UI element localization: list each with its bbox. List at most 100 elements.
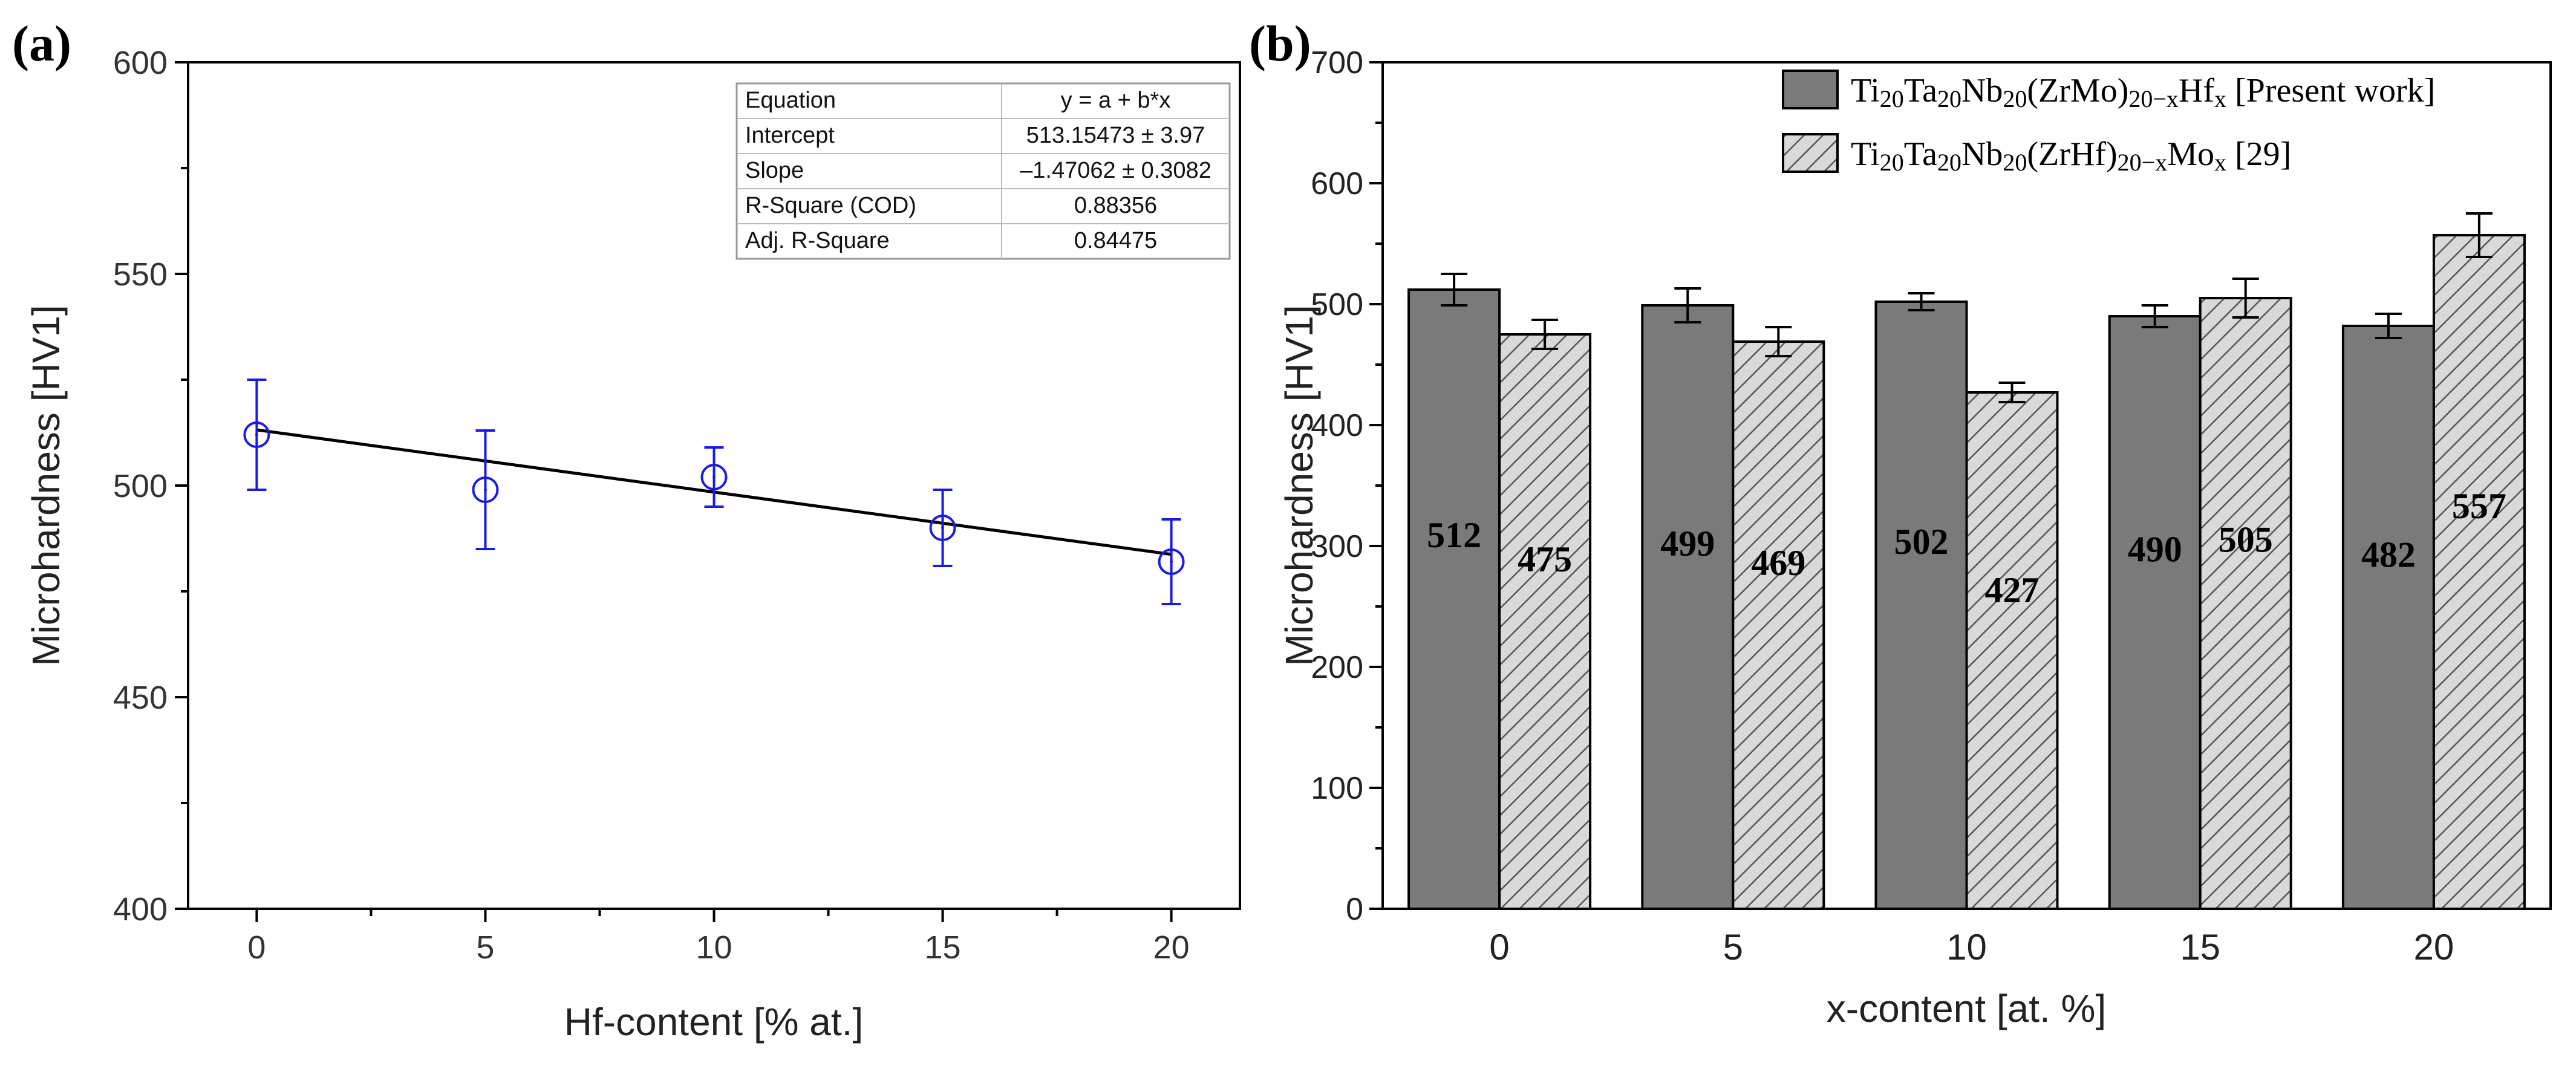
y-tick-label: 100 [1311, 771, 1363, 806]
bar-series-2 [2432, 234, 2526, 910]
bar-value-label: 502 [1894, 522, 1949, 562]
bar-value-label: 490 [2128, 530, 2182, 570]
x-tick-label: 5 [1723, 927, 1743, 967]
panel-a-points [243, 379, 1185, 605]
fit-table-key: R-Square (COD) [745, 193, 916, 218]
fit-table-key: Slope [745, 158, 804, 183]
bar-series-2 [1498, 333, 1592, 910]
data-point-center [941, 526, 945, 530]
fit-table-key: Intercept [745, 123, 835, 148]
panel-a-x-axis: 0 5 10 15 20 [247, 909, 1190, 966]
legend-subscript: x [2214, 149, 2226, 176]
x-tick-label: 20 [1153, 929, 1190, 966]
legend-text: (ZrMo) [2027, 72, 2128, 109]
bar-series-2 [2199, 297, 2292, 910]
data-point [472, 476, 499, 503]
fit-table-value: 0.84475 [1074, 228, 1157, 253]
legend-text: Mo [2167, 135, 2214, 173]
legend-subscript: x [2214, 85, 2226, 112]
bar-value-label: 475 [1518, 539, 1572, 579]
x-tick-label: 0 [1489, 927, 1509, 967]
bar-value-label: 469 [1751, 543, 1805, 583]
y-tick-label: 400 [113, 891, 168, 928]
x-tick-label: 15 [2180, 927, 2220, 967]
panel-b-legend: Ti20Ta20Nb20(ZrMo)20−xHfx [Present work]… [1782, 70, 2435, 176]
bar-series-1 [1874, 301, 1968, 910]
legend-subscript: 20 [1880, 85, 1904, 112]
legend-text: [29] [2226, 135, 2291, 173]
fit-table-value: 513.15473 ± 3.97 [1026, 123, 1205, 148]
data-point [700, 464, 728, 490]
legend-label-1: Ti20Ta20Nb20(ZrMo)20−xHfx [Present work] [1851, 72, 2435, 112]
bar-series-1 [1641, 304, 1735, 910]
bar-series-1 [1407, 288, 1501, 910]
fit-table-value: –1.47062 ± 0.3082 [1020, 158, 1211, 183]
x-tick-label: 20 [2414, 927, 2454, 967]
bar-value-label: 482 [2361, 535, 2416, 574]
fit-table-frame [735, 82, 1231, 260]
bar-series-2 [1965, 391, 2059, 910]
data-point-center [712, 475, 716, 479]
y-tick-label: 600 [113, 45, 168, 81]
y-tick-label: 700 [1311, 45, 1363, 80]
y-tick-label: 0 [1346, 892, 1363, 927]
x-tick-label: 15 [925, 929, 961, 966]
y-tick-label: 550 [113, 256, 168, 293]
legend-subscript: 20 [2003, 149, 2027, 176]
legend-subscript: 20 [2003, 85, 2027, 112]
data-point [929, 515, 956, 541]
legend-text: Hf [2179, 72, 2214, 109]
bar-series-1 [2108, 315, 2202, 910]
legend-text: Ta [1904, 72, 1937, 109]
panel-a-label: (a) [12, 16, 71, 72]
panel-a-fit-table: Equation y = a + b*x Intercept 513.15473 ± … [735, 82, 1231, 260]
panel-b-x-axis-title: x-content [at. %] [1827, 987, 2106, 1030]
panel-a-y-axis-title: Microhardness [HV1] [24, 305, 68, 666]
legend-subscript: 20 [1937, 85, 1961, 112]
y-tick-label: 500 [1311, 287, 1363, 322]
bar-value-label: 427 [1985, 570, 2040, 610]
x-tick-label: 10 [1946, 927, 1987, 967]
x-tick-label: 10 [696, 929, 732, 966]
legend-subscript: 20−x [2118, 149, 2168, 176]
legend-text: Ta [1904, 135, 1937, 173]
data-point-center [483, 488, 487, 492]
y-tick-label: 600 [1311, 166, 1363, 201]
bar-value-label: 499 [1660, 524, 1715, 564]
x-tick-label: 5 [476, 929, 494, 966]
legend-swatch-1 [1782, 70, 1839, 109]
y-tick-label: 400 [1311, 408, 1363, 443]
data-point [243, 421, 270, 448]
fit-table-value: y = a + b*x [1061, 88, 1171, 113]
x-tick-label: 0 [247, 929, 266, 966]
legend-text: (ZrHf) [2027, 135, 2117, 173]
panel-b-y-axis: 0 100 200 300 400 500 600 700 [1311, 45, 1383, 927]
bar-value-label: 512 [1427, 515, 1481, 555]
legend-text: Ti [1851, 135, 1880, 173]
data-point-center [1170, 560, 1173, 564]
fit-table-key: Adj. R-Square [745, 228, 890, 253]
bar-value-label: 557 [2452, 486, 2506, 526]
bar-series-2 [1732, 340, 1825, 910]
panel-a: (a) 400 450 500 550 600 0 5 10 15 20 Hf-content … [12, 16, 1241, 1044]
legend-subscript: 20 [1937, 149, 1961, 176]
fit-table-key: Equation [745, 88, 836, 113]
legend-swatch-2 [1782, 133, 1839, 173]
y-tick-label: 450 [113, 680, 168, 716]
legend-text: Ti [1851, 72, 1880, 109]
legend-subscript: 20−x [2128, 85, 2179, 112]
legend-label-2: Ti20Ta20Nb20(ZrHf)20−xMox [29] [1851, 135, 2291, 176]
y-tick-label: 200 [1311, 650, 1363, 685]
panel-b-x-axis: 0 5 10 15 20 [1489, 927, 2454, 967]
fit-table-value: 0.88356 [1074, 193, 1157, 218]
panel-b-y-axis-title: Microhardness [HV1] [1277, 305, 1321, 666]
data-point [1158, 548, 1185, 575]
legend-subscript: 20 [1880, 149, 1904, 176]
data-point-center [255, 433, 258, 437]
panel-b-label: (b) [1249, 16, 1311, 72]
bar-value-label: 505 [2219, 520, 2273, 560]
y-tick-label: 300 [1311, 529, 1363, 564]
legend-text: Nb [1961, 135, 2003, 173]
